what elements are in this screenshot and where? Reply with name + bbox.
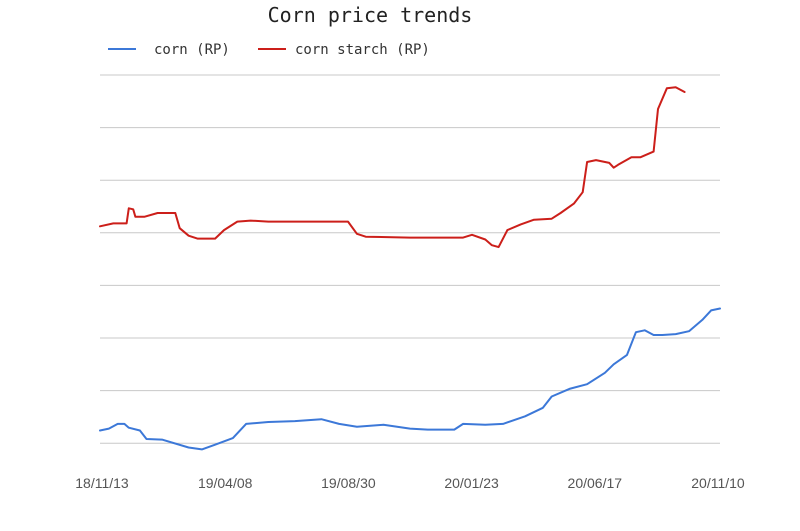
chart-title: Corn price trends	[268, 3, 473, 27]
x-tick-label: 20/11/10	[691, 475, 745, 491]
x-tick-label: 20/01/23	[444, 475, 499, 491]
x-tick-label: 20/06/17	[568, 475, 623, 491]
x-tick-label: 19/08/30	[321, 475, 376, 491]
x-tick-label: 19/04/08	[198, 475, 253, 491]
legend-label-corn-starch: corn starch (RP)	[295, 42, 430, 58]
gridlines	[100, 74, 720, 444]
series-line-corn	[99, 307, 721, 451]
series-line-corn-starch	[99, 86, 686, 249]
plot-area	[99, 86, 721, 451]
x-tick-label: 18/11/13	[75, 475, 129, 491]
legend-label-corn: corn (RP)	[154, 42, 230, 58]
legend: corn (RP) corn starch (RP)	[108, 42, 430, 58]
x-axis-ticks: 18/11/13 19/04/08 19/08/30 20/01/23 20/06/17…	[75, 475, 745, 491]
